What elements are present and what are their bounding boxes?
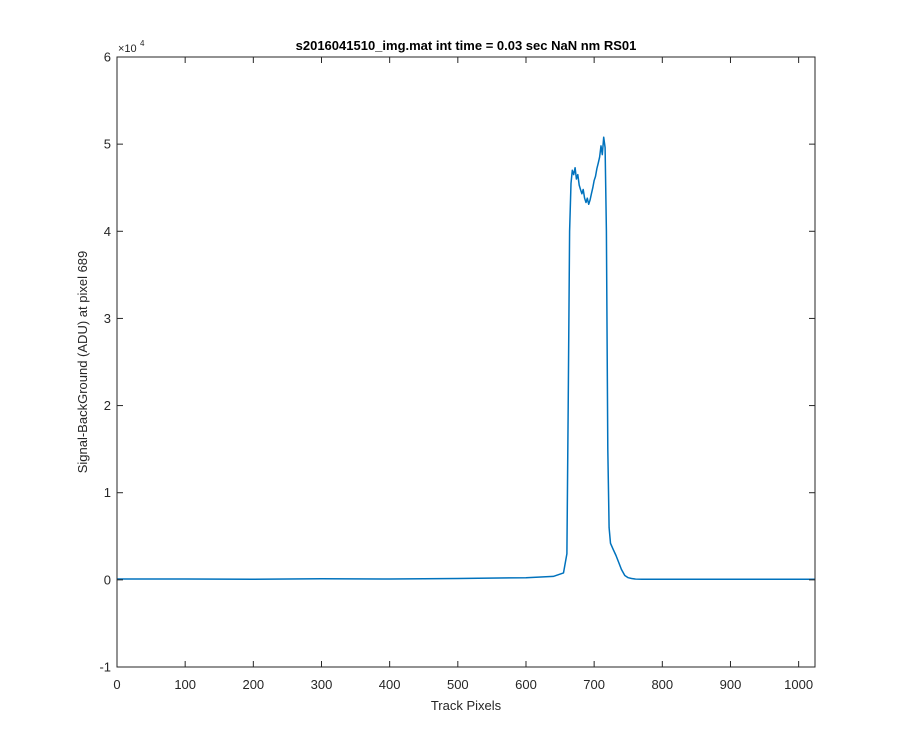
y-exponent-base: ×10 bbox=[118, 43, 137, 55]
tick-layer: 0 100 200 300 400 500 600 700 800 900 1000-1012345… bbox=[99, 50, 815, 692]
y-tick-label: 1 bbox=[104, 485, 111, 500]
x-tick-label: 800 bbox=[651, 677, 673, 692]
x-tick-label: 300 bbox=[311, 677, 333, 692]
x-tick-label: 600 bbox=[515, 677, 537, 692]
axes-box bbox=[116, 56, 816, 668]
x-axis-label: Track Pixels bbox=[431, 698, 502, 713]
x-tick-label: 200 bbox=[242, 677, 264, 692]
y-tick-label: 5 bbox=[104, 137, 111, 152]
plot-area bbox=[117, 57, 815, 667]
x-tick-label: 1000 bbox=[784, 677, 813, 692]
y-tick-label: 0 bbox=[104, 572, 111, 587]
y-tick-label: -1 bbox=[99, 660, 111, 675]
y-axis-label: Signal-BackGround (ADU) at pixel 689 bbox=[75, 251, 90, 474]
x-tick-label: 900 bbox=[720, 677, 742, 692]
y-tick-label: 4 bbox=[104, 224, 111, 239]
x-tick-label: 500 bbox=[447, 677, 469, 692]
plot-layer bbox=[117, 136, 815, 580]
x-tick-label: 700 bbox=[583, 677, 605, 692]
x-tick-label: 400 bbox=[379, 677, 401, 692]
chart-title: s2016041510_img.mat int time = 0.03 sec … bbox=[296, 38, 637, 53]
y-exponent-label: ×10 4 bbox=[118, 39, 145, 55]
x-tick-label: 100 bbox=[174, 677, 196, 692]
y-exponent-power: 4 bbox=[140, 39, 145, 48]
x-tick-label: 0 bbox=[113, 677, 120, 692]
y-tick-label: 3 bbox=[104, 311, 111, 326]
series-line-0 bbox=[117, 136, 815, 580]
y-tick-label: 2 bbox=[104, 398, 111, 413]
y-tick-label: 6 bbox=[104, 50, 111, 65]
